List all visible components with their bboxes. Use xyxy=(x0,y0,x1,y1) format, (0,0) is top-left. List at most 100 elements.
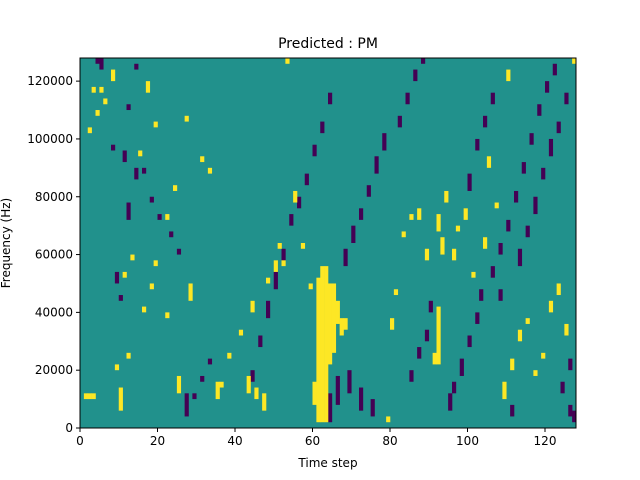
heatmap-cell-low xyxy=(366,185,371,197)
heatmap-cell-high xyxy=(227,352,232,359)
heatmap-cell-low xyxy=(541,167,546,180)
heatmap-cell-low xyxy=(417,347,422,359)
heatmap-cell-low xyxy=(405,92,410,105)
heatmap-cell-high xyxy=(83,393,89,400)
heatmap-cell-high xyxy=(300,243,306,249)
heatmap-cell-high xyxy=(440,237,445,255)
heatmap-cell-low xyxy=(122,150,127,163)
heatmap-cell-high xyxy=(335,300,340,324)
heatmap-cell-high xyxy=(138,150,143,157)
heatmap-cell-high xyxy=(494,202,499,209)
heatmap-cell-high xyxy=(262,393,267,411)
heatmap-cell-low xyxy=(169,231,174,238)
heatmap-cell-high xyxy=(510,358,515,371)
heatmap-cell-low xyxy=(95,58,100,64)
heatmap-cell-high xyxy=(219,381,224,388)
heatmap-cell-low xyxy=(176,248,182,255)
heatmap-cell-high xyxy=(390,318,395,330)
heatmap-cell-high xyxy=(95,110,100,116)
heatmap-cell-high xyxy=(471,271,476,278)
heatmap-cell-high xyxy=(142,306,147,313)
heatmap-cell-high xyxy=(99,86,104,93)
heatmap-cell-low xyxy=(142,167,147,174)
heatmap-cell-low xyxy=(521,162,526,174)
heatmap-cell-high xyxy=(502,381,507,400)
heatmap-cell-low xyxy=(409,370,414,382)
heatmap-cell-high xyxy=(215,381,220,400)
heatmap-cell-low xyxy=(467,335,472,348)
heatmap-cell-low xyxy=(192,393,197,400)
y-tick-label: 120000 xyxy=(27,74,73,88)
heatmap-cell-high xyxy=(548,300,554,313)
heatmap-cell-low xyxy=(359,208,364,220)
heatmap-cells xyxy=(80,58,577,428)
heatmap-cell-low xyxy=(413,69,418,82)
heatmap-cell-low xyxy=(126,202,131,220)
heatmap-cell-low xyxy=(498,289,503,301)
heatmap-cell-high xyxy=(126,352,131,359)
heatmap-cell-low xyxy=(459,358,464,376)
heatmap-cell-low xyxy=(517,248,523,267)
y-tick-label: 40000 xyxy=(35,305,73,319)
heatmap-cell-low xyxy=(529,133,534,145)
heatmap-cell-high xyxy=(184,115,189,122)
heatmap-cell-high xyxy=(386,416,391,423)
x-tick-label: 100 xyxy=(456,434,479,448)
heatmap-cell-high xyxy=(266,277,271,284)
heatmap-cell-high xyxy=(436,214,441,232)
heatmap-cell-low xyxy=(304,173,309,186)
heatmap-cell-low xyxy=(533,196,538,215)
heatmap-cell-low xyxy=(475,138,480,151)
x-tick-label: 80 xyxy=(382,434,397,448)
heatmap-cell-high xyxy=(111,69,116,82)
heatmap-cell-low xyxy=(448,393,453,411)
heatmap-cell-low xyxy=(537,104,542,116)
heatmap-cell-high xyxy=(324,266,329,423)
heatmap-cell-low xyxy=(149,196,154,203)
heatmap-cell-low xyxy=(335,375,340,405)
heatmap-cell-high xyxy=(556,283,561,296)
heatmap-cell-low xyxy=(200,375,205,382)
heatmap-cell-low xyxy=(370,399,375,417)
heatmap-cell-low xyxy=(568,404,573,417)
heatmap-cell-high xyxy=(343,318,348,330)
heatmap-cell-low xyxy=(545,81,550,93)
heatmap-cell-high xyxy=(200,156,205,163)
chart-title: Predicted : PM xyxy=(278,36,378,52)
plot-frame xyxy=(79,57,577,429)
heatmap-cell-high xyxy=(277,243,282,249)
heatmap-cell-low xyxy=(118,295,123,301)
x-tick-label: 40 xyxy=(227,434,242,448)
heatmap-cell-low xyxy=(490,92,495,105)
heatmap-cell-high xyxy=(417,208,422,220)
heatmap-cell-low xyxy=(475,312,480,324)
heatmap-cell-low xyxy=(347,370,352,394)
heatmap-cell-high xyxy=(486,156,492,168)
heatmap-cell-high xyxy=(273,260,278,272)
x-tick-label: 0 xyxy=(76,434,84,448)
heatmap-cell-low xyxy=(382,133,387,151)
y-axis-ticks: 0 20000 40000 60000 80000 100000 120000 xyxy=(27,74,80,435)
heatmap-cell-high xyxy=(91,393,96,400)
heatmap-cell-high xyxy=(188,283,193,301)
heatmap-cell-low xyxy=(250,370,255,382)
heatmap-cell-high xyxy=(525,318,530,324)
heatmap-cell-high xyxy=(308,283,313,290)
heatmap-cell-high xyxy=(506,69,511,82)
heatmap-cell-high xyxy=(452,248,457,261)
y-tick-label: 20000 xyxy=(35,363,73,377)
heatmap-cell-high xyxy=(246,375,251,394)
heatmap-cell-low xyxy=(134,167,139,180)
heatmap-cell-high xyxy=(463,208,468,220)
heatmap-cell-high xyxy=(444,190,449,203)
heatmap-cell-low xyxy=(273,271,278,290)
heatmap-cell-low xyxy=(111,144,116,151)
heatmap-cell-high xyxy=(176,375,182,394)
heatmap-cell-low xyxy=(548,138,554,157)
heatmap-cell-high xyxy=(130,254,135,261)
heatmap-cell-high xyxy=(320,266,325,423)
heatmap-cell-high xyxy=(331,283,337,353)
heatmap-cell-low xyxy=(514,190,519,203)
heatmap-cell-high xyxy=(153,260,158,267)
heatmap-cell-low xyxy=(297,196,302,209)
